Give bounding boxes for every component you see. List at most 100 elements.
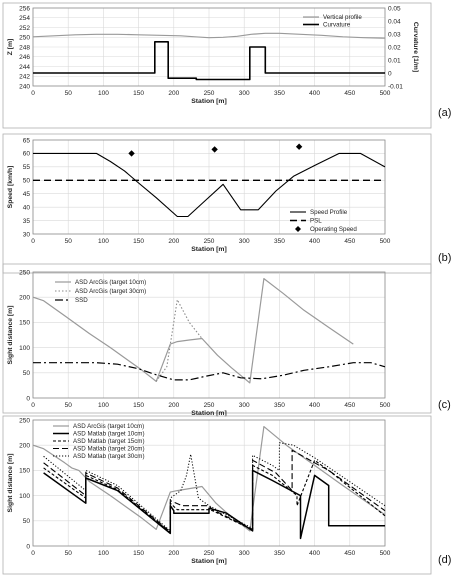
y-axis: 240 242 244 246 248 250 252 254 256 — [19, 5, 30, 90]
y-tick-label: 35 — [23, 218, 31, 225]
x-tick-label: 450 — [344, 90, 355, 97]
x-tick-label: 250 — [204, 402, 215, 409]
y-tick-label: 30 — [23, 231, 31, 238]
x-tick-label: 200 — [168, 550, 179, 557]
x-tick-label: 150 — [133, 402, 144, 409]
operating-speed-marker — [128, 150, 135, 157]
panel-a: 0 50 100 150 200 250 300 350 400 450 5002402422442… — [2, 2, 451, 129]
x-tick-label: 0 — [31, 402, 35, 409]
x-tick-label: 250 — [204, 550, 215, 557]
x-tick-label: 350 — [274, 238, 285, 245]
y-axis-title: Sight distance [m] — [7, 454, 14, 513]
y-axis-title: Z [m] — [7, 39, 14, 56]
y-tick-label: 50 — [23, 370, 31, 377]
series-line — [32, 32, 386, 39]
y-tick-label: 50 — [23, 518, 31, 525]
y-tick-label: 100 — [19, 345, 30, 352]
x-tick-label: 350 — [274, 90, 285, 97]
x-tick-label: 250 — [204, 238, 215, 245]
operating-speed-marker — [295, 143, 303, 150]
x-tick-label: 500 — [380, 550, 391, 557]
y-tick-label: 240 — [19, 83, 30, 90]
y-tick-label: 45 — [23, 191, 31, 198]
x-tick-label: 0 — [31, 90, 35, 97]
series-line — [43, 449, 386, 533]
x-tick-label: 350 — [274, 402, 285, 409]
y2-tick-label: 0.05 — [388, 5, 401, 12]
y-axis: 0 50 100 150 200 250 — [19, 269, 30, 402]
x-tick-label: 500 — [380, 238, 391, 245]
x-axis: 0 50 100 150 200 250 300 350 400 450 500 — [31, 402, 391, 409]
y-tick-label: 242 — [19, 74, 30, 81]
x-tick-label: 100 — [98, 550, 109, 557]
x-tick-label: 300 — [239, 90, 250, 97]
legend-label: ASD Matlab (target 15cm) — [73, 438, 145, 445]
x-tick-label: 250 — [204, 90, 215, 97]
x-tick-label: 300 — [239, 550, 250, 557]
x-tick-label: 350 — [274, 550, 285, 557]
legend-label: ASD ArcGis (target 30cm) — [75, 288, 146, 295]
y-tick-label: 0 — [26, 543, 30, 550]
y-tick-label: 0 — [26, 395, 30, 402]
series-line — [33, 362, 386, 381]
y-tick-label: 246 — [19, 54, 30, 61]
legend-swatch — [295, 226, 301, 232]
y-tick-label: 252 — [19, 25, 30, 32]
x-tick-label: 150 — [133, 90, 144, 97]
y-axis-title: Sight distance [m] — [7, 306, 14, 365]
x-axis-title: Station [m] — [191, 246, 227, 253]
y-tick-label: 40 — [23, 204, 31, 211]
y-tick-label: 256 — [19, 5, 30, 12]
y2-tick-label: 0.04 — [388, 18, 401, 25]
x-tick-label: 400 — [309, 90, 320, 97]
x-tick-label: 0 — [31, 550, 35, 557]
y-tick-label: 250 — [19, 417, 30, 424]
x-tick-label: 0 — [31, 238, 35, 245]
x-tick-label: 50 — [65, 550, 73, 557]
x-tick-label: 50 — [65, 90, 73, 97]
panel-label: (a) — [438, 107, 451, 119]
x-tick-label: 50 — [65, 238, 73, 245]
legend-label: ASD ArcGis (target 10cm) — [73, 423, 144, 430]
series-group — [32, 426, 386, 540]
y-tick-label: 60 — [23, 151, 31, 158]
x-tick-label: 50 — [65, 402, 73, 409]
legend-label: Speed Profile — [310, 209, 348, 216]
x-tick-label: 400 — [309, 402, 320, 409]
x-tick-label: 100 — [98, 238, 109, 245]
y-tick-label: 244 — [19, 64, 30, 71]
series-group — [32, 32, 386, 81]
panel-d: 0 50 100 150 200 250 300 350 400 450 500 0 50 100 150 2… — [2, 415, 451, 575]
y-tick-label: 250 — [19, 269, 30, 276]
series-line — [43, 442, 386, 532]
legend: ASD ArcGis (target 10cm) ASD ArcGis (targ… — [55, 279, 146, 304]
plot-area — [32, 139, 386, 235]
x-tick-label: 400 — [309, 238, 320, 245]
panel-c: 0 50 100 150 200 250 300 350 400 450 500 0 50 100 150 2… — [2, 263, 451, 417]
y-tick-label: 200 — [19, 443, 30, 450]
x-tick-label: 200 — [168, 402, 179, 409]
x-axis: 0 50 100 150 200 250 300 350 400 450 500 — [31, 90, 391, 97]
legend-label: ASD Matlab (target 10cm) — [73, 431, 145, 438]
y-tick-label: 150 — [19, 320, 30, 327]
legend-label: Curvature — [323, 22, 351, 29]
x-axis: 0 50 100 150 200 250 300 350 400 450 500 — [31, 238, 391, 245]
x-tick-label: 450 — [344, 402, 355, 409]
legend: ASD ArcGis (target 10cm)ASD Matlab (targ… — [53, 423, 145, 460]
plot-area — [32, 271, 386, 399]
gridlines — [32, 139, 386, 235]
legend-label: ASD Matlab (target 20cm) — [73, 446, 145, 453]
y-tick-label: 100 — [19, 493, 30, 500]
y-tick-label: 248 — [19, 44, 30, 51]
x-tick-label: 500 — [380, 402, 391, 409]
y-tick-label: 200 — [19, 295, 30, 302]
series-line — [155, 299, 203, 382]
legend-label: ASD Matlab (target 30cm) — [73, 453, 145, 460]
series-group — [32, 278, 386, 384]
y2-tick-label: 0 — [388, 70, 392, 77]
panel-frame — [2, 133, 432, 274]
legend-label: Operating Speed — [310, 226, 357, 233]
x-axis: 0 50 100 150 200 250 300 350 400 450 500 — [31, 550, 391, 557]
y-tick-label: 254 — [19, 15, 30, 22]
